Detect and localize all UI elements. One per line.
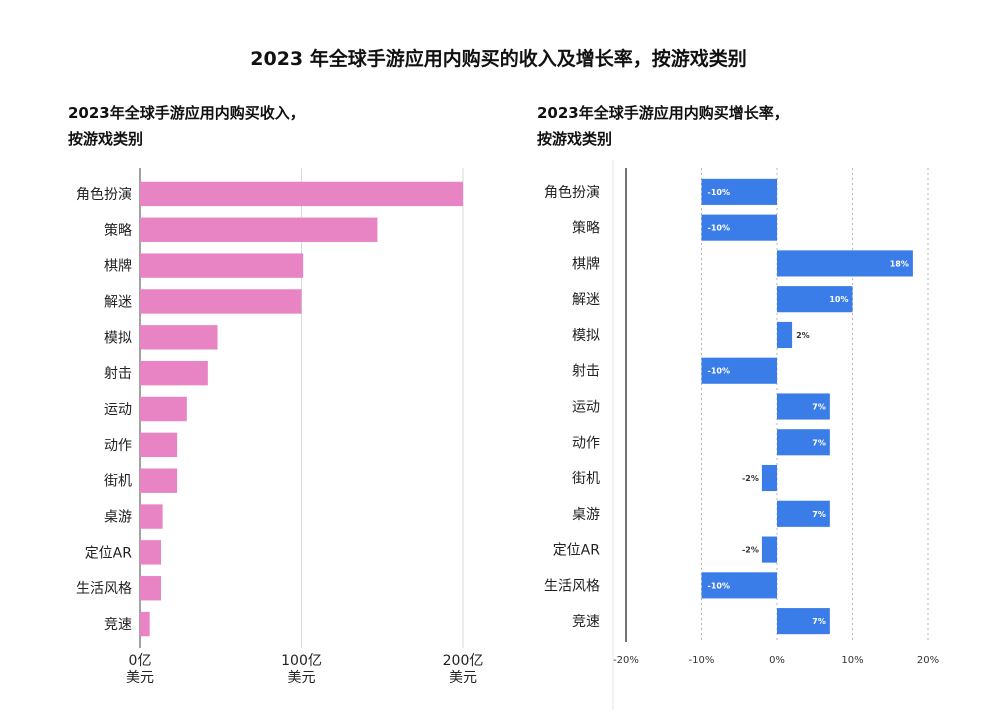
- bar-策略: [701, 214, 777, 241]
- x-tick-unit: 美元: [449, 670, 477, 686]
- revenue-chart-title: 2023年全球手游应用内购买收入， 按游戏类别: [68, 100, 368, 152]
- bar-桌游: [140, 504, 163, 529]
- x-tick-label: 100亿: [281, 653, 322, 669]
- data-label: 7%: [812, 617, 826, 626]
- category-label: 定位AR: [85, 545, 133, 561]
- category-label: 模拟: [572, 328, 600, 344]
- bar-射击: [140, 360, 208, 386]
- bar-棋牌: [140, 253, 304, 278]
- data-label: -10%: [708, 581, 730, 590]
- growth-chart-title-line2: 按游戏类别: [537, 130, 613, 148]
- x-tick-label: 200亿: [443, 653, 484, 669]
- x-tick-unit: 美元: [288, 670, 316, 686]
- x-tick-label: 0%: [769, 655, 785, 666]
- data-label: -2%: [742, 546, 759, 555]
- category-label: 模拟: [104, 330, 132, 346]
- category-label: 运动: [104, 402, 132, 418]
- x-tick-unit: 美元: [126, 670, 154, 686]
- bar-角色扮演: [140, 181, 463, 207]
- bar-竞速: [777, 608, 830, 635]
- bar-策略: [140, 217, 378, 242]
- bar-模拟: [777, 321, 793, 349]
- bar-生活风格: [140, 576, 161, 601]
- bar-动作: [777, 429, 830, 456]
- category-label: 策略: [104, 222, 132, 239]
- category-label: 射击: [572, 364, 600, 380]
- category-label: 生活风格: [544, 578, 600, 594]
- category-label: 街机: [104, 474, 132, 490]
- bar-射击: [701, 357, 777, 384]
- category-label: 竞速: [104, 616, 132, 633]
- category-label: 街机: [572, 471, 600, 487]
- bar-解迷: [140, 289, 302, 314]
- x-tick-label: -10%: [689, 655, 715, 666]
- data-label: 10%: [829, 295, 848, 304]
- category-label: 角色扮演: [76, 186, 132, 203]
- bar-生活风格: [701, 572, 777, 599]
- category-label: 桌游: [104, 510, 132, 526]
- category-label: 策略: [572, 220, 600, 237]
- growth-chart-title-line1: 2023年全球手游应用内购买增长率，: [537, 104, 789, 122]
- bar-定位AR: [140, 540, 161, 565]
- category-label: 动作: [104, 438, 132, 454]
- bar-定位AR: [761, 536, 777, 563]
- growth-chart-title: 2023年全球手游应用内购买增长率， 按游戏类别: [537, 100, 837, 152]
- bar-竞速: [140, 611, 150, 637]
- bar-街机: [761, 464, 777, 492]
- data-label: 7%: [812, 403, 826, 412]
- revenue-chart-title-line2: 按游戏类别: [68, 130, 144, 148]
- data-label: -10%: [708, 224, 730, 233]
- data-label: 7%: [812, 510, 826, 519]
- data-label: -2%: [742, 474, 759, 483]
- category-label: 生活风格: [76, 581, 132, 597]
- x-tick-label: 20%: [917, 655, 939, 666]
- x-tick-label: 10%: [841, 655, 863, 666]
- category-label: 竞速: [572, 613, 600, 630]
- bar-运动: [140, 396, 187, 422]
- category-label: 桌游: [572, 507, 600, 523]
- data-label: 7%: [812, 438, 826, 447]
- bar-模拟: [140, 325, 218, 350]
- bar-桌游: [777, 500, 830, 527]
- x-tick-label: -20%: [613, 655, 639, 666]
- bar-运动: [777, 393, 830, 420]
- category-label: 棋牌: [104, 258, 132, 275]
- bar-动作: [140, 432, 178, 458]
- bar-角色扮演: [701, 178, 777, 205]
- category-label: 棋牌: [572, 255, 600, 272]
- data-label: -10%: [708, 188, 730, 197]
- revenue-chart-title-line1: 2023年全球手游应用内购买收入，: [68, 104, 305, 122]
- data-label: 2%: [796, 331, 810, 340]
- category-label: 运动: [572, 400, 600, 416]
- data-label: -10%: [708, 367, 730, 376]
- page-title: 2023 年全球手游应用内购买的收入及增长率，按游戏类别: [250, 48, 747, 70]
- category-label: 解迷: [572, 292, 600, 308]
- x-tick-label: 0亿: [129, 653, 152, 669]
- category-label: 动作: [572, 435, 600, 451]
- category-label: 角色扮演: [544, 184, 600, 201]
- category-label: 定位AR: [553, 543, 601, 559]
- category-label: 射击: [104, 366, 132, 382]
- bar-棋牌: [777, 250, 913, 277]
- bar-解迷: [777, 286, 853, 313]
- bar-街机: [140, 468, 178, 493]
- category-label: 解迷: [104, 294, 132, 310]
- data-label: 18%: [890, 259, 909, 268]
